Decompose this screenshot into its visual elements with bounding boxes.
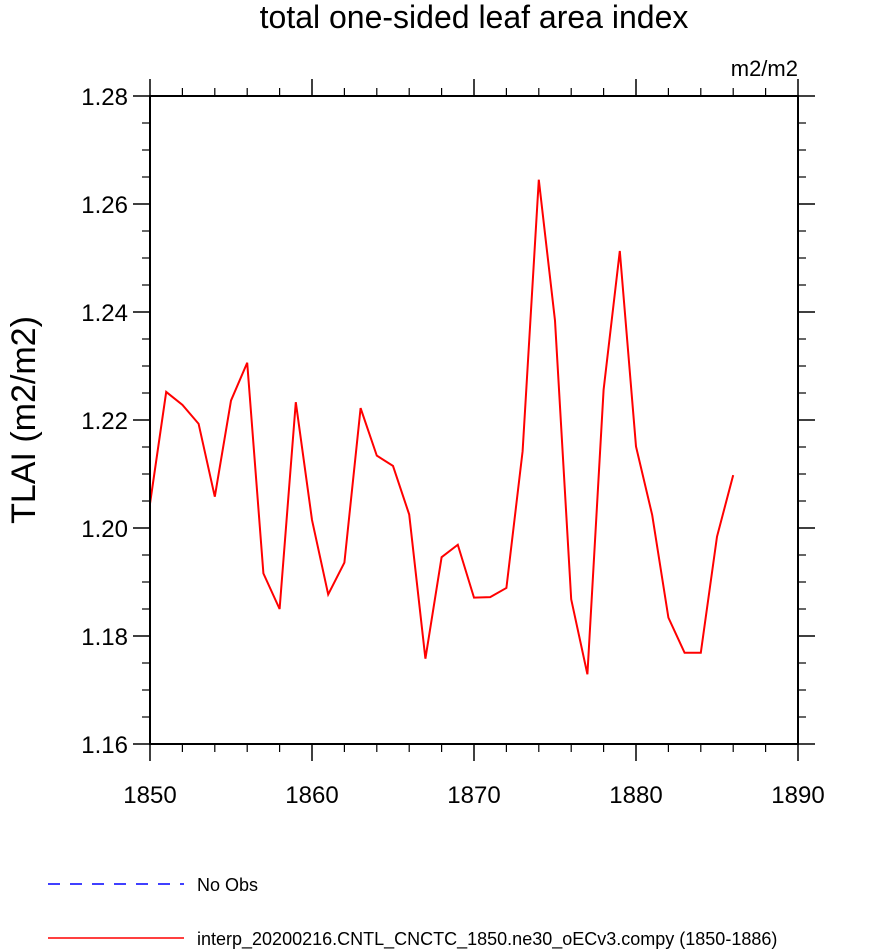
chart-title: total one-sided leaf area index [260, 0, 689, 35]
x-tick-label: 1890 [771, 782, 824, 809]
x-tick-label: 1860 [285, 782, 338, 809]
y-tick-label: 1.24 [81, 300, 128, 327]
legend-no-obs-label: No Obs [197, 875, 258, 895]
tick-labels: 1850 1860 1870 1880 1890 1.16 1.18 1.20 1.22 1.24… [81, 84, 824, 809]
y-tick-label: 1.20 [81, 516, 128, 543]
units-label: m2/m2 [731, 56, 798, 81]
y-tick-label: 1.22 [81, 408, 128, 435]
plot-frame [149, 95, 799, 745]
x-tick-label: 1880 [609, 782, 662, 809]
x-tick-label: 1870 [447, 782, 500, 809]
x-tick-label: 1850 [123, 782, 176, 809]
series-lines [149, 179, 735, 675]
y-tick-label: 1.18 [81, 624, 128, 651]
legend-model-label: interp_20200216.CNTL_CNCTC_1850.ne30_oEC… [197, 929, 777, 949]
axis-ticks [133, 79, 815, 761]
legend: No Obs interp_20200216.CNTL_CNCTC_1850.n… [48, 875, 777, 949]
series-line [149, 179, 735, 675]
y-tick-label: 1.28 [81, 84, 128, 111]
y-axis-label: TLAI (m2/m2) [5, 316, 43, 524]
y-tick-label: 1.26 [81, 192, 128, 219]
y-tick-label: 1.16 [81, 732, 128, 759]
